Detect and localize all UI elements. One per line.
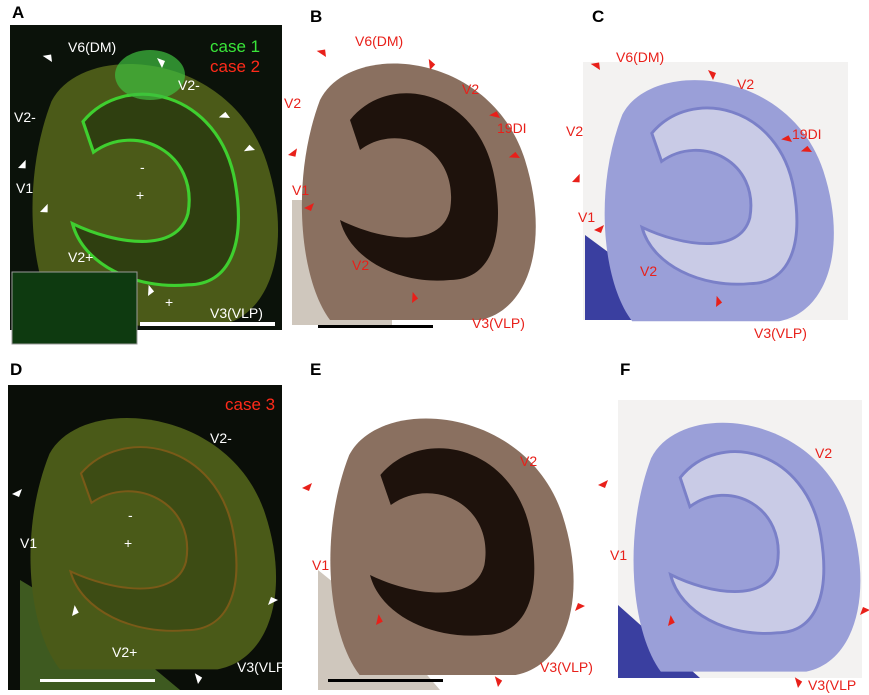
scale-bar: [140, 322, 275, 326]
scale-bar: [40, 679, 155, 682]
area-label: V2: [462, 81, 479, 97]
panel-letter: F: [620, 360, 630, 379]
area-label: V3(VLP: [808, 677, 856, 693]
page: {"panels": [ {"letter": "A", "labels": […: [0, 0, 869, 695]
area-label: V3(VLP): [210, 305, 263, 321]
arrowhead: [598, 480, 608, 488]
inset: [12, 272, 137, 344]
figure: A V6(DM) case 1 case 2 V2- V2- - + V1 V2…: [0, 0, 869, 695]
area-label: V2: [352, 257, 369, 273]
area-label: -: [140, 159, 145, 175]
area-label: V2+: [68, 249, 93, 265]
area-label: +: [124, 535, 132, 551]
area-label: V2-: [210, 430, 232, 446]
arrowhead: [287, 148, 298, 158]
area-label: 19DI: [497, 120, 527, 136]
arrowhead: [575, 603, 585, 611]
panel-letter: E: [310, 360, 321, 379]
area-label: V3(VLP): [540, 659, 593, 675]
area-label: V1: [16, 180, 33, 196]
area-label: V2-: [14, 109, 36, 125]
area-label: V2: [284, 95, 301, 111]
area-label: V6(DM): [355, 33, 403, 49]
area-label: V1: [610, 547, 627, 563]
panel-a: A V6(DM) case 1 case 2 V2- V2- - + V1 V2…: [10, 3, 282, 344]
arrowhead: [793, 677, 803, 688]
area-label: +: [165, 294, 173, 310]
area-label: V6(DM): [68, 39, 116, 55]
area-label: V1: [578, 209, 595, 225]
legend-label: case 3: [225, 395, 275, 414]
area-label: V2: [737, 76, 754, 92]
area-label: V1: [292, 182, 309, 198]
area-label: -: [128, 507, 133, 523]
arrowhead: [493, 676, 503, 687]
area-label: V3(VLP): [472, 315, 525, 331]
area-label: V6(DM): [616, 49, 664, 65]
area-label: V2-: [178, 77, 200, 93]
legend-label: case 1: [210, 37, 260, 56]
area-label: V2: [640, 263, 657, 279]
area-label: V2: [566, 123, 583, 139]
arrowhead: [570, 174, 582, 185]
panel-letter: D: [10, 360, 22, 379]
legend-label: case 2: [210, 57, 260, 76]
arrowhead: [302, 483, 312, 491]
area-label: +: [136, 187, 144, 203]
panel-letter: B: [310, 7, 322, 26]
injection-site: [115, 50, 185, 100]
area-label: V3(VLP): [237, 659, 290, 675]
area-label: V2: [520, 453, 537, 469]
panel-b: B V6(DM) V2 V2 19DI V1 V2 V3(VLP): [284, 7, 536, 331]
area-label: V1: [20, 535, 37, 551]
area-label: V3(VLP): [754, 325, 807, 341]
scale-bar: [318, 325, 433, 328]
arrowhead: [317, 47, 329, 60]
scale-bar: [328, 679, 443, 682]
area-label: V2: [815, 445, 832, 461]
panel-letter: A: [12, 3, 24, 22]
panel-e: E V2 V1 V3(VLP): [302, 360, 593, 690]
panel-d: D case 3 V2- - + V1 V2+ V3(VLP): [8, 360, 290, 690]
panel-letter: C: [592, 7, 604, 26]
area-label: V1: [312, 557, 329, 573]
area-label: V2+: [112, 644, 137, 660]
panel-f: F V2 V1 V3(VLP: [598, 360, 869, 693]
area-label: 19DI: [792, 126, 822, 142]
panel-c: C V6(DM) V2 V2 19DI V1 V2 V3(VLP): [566, 7, 848, 341]
